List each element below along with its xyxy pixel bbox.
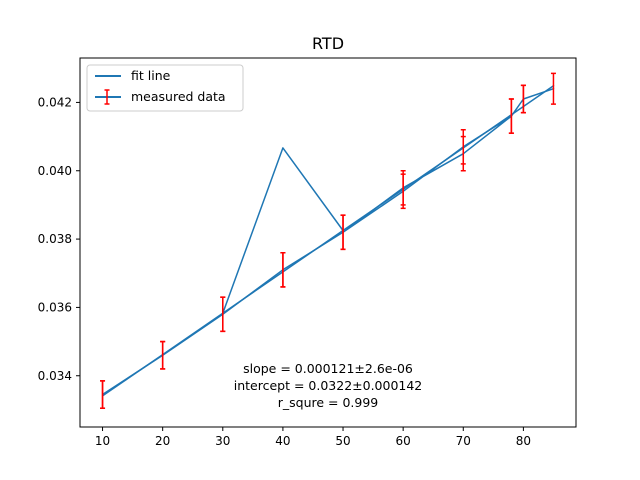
x-tick-label: 70 <box>456 434 471 448</box>
chart-title: RTD <box>312 34 344 53</box>
axes-frame <box>79 57 577 428</box>
x-tick-label: 50 <box>335 434 350 448</box>
stats-annotation: r_squre = 0.999 <box>278 395 379 410</box>
legend-label-measured-data: measured data <box>131 89 226 104</box>
legend-box <box>86 64 244 112</box>
x-tick-label: 40 <box>275 434 290 448</box>
plot-area <box>100 72 556 409</box>
y-tick-label: 0.038 <box>38 232 72 246</box>
y-tick-label: 0.034 <box>38 369 72 383</box>
x-tick-label: 30 <box>215 434 230 448</box>
legend-label-fit-line: fit line <box>131 68 171 83</box>
y-tick-label: 0.036 <box>38 300 72 314</box>
stats-annotation: intercept = 0.0322±0.000142 <box>234 378 423 393</box>
legend: fit line measured data <box>86 64 244 112</box>
x-tick-label: 10 <box>95 434 110 448</box>
x-tick-label: 20 <box>155 434 170 448</box>
x-tick-label: 80 <box>516 434 531 448</box>
stats-annotation: slope = 0.000121±2.6e-06 <box>243 361 413 376</box>
y-tick-label: 0.040 <box>38 164 72 178</box>
y-tick-label: 0.042 <box>38 95 72 109</box>
annotations: slope = 0.000121±2.6e-06 intercept = 0.03… <box>234 361 423 410</box>
axes: 10 20 30 40 50 60 70 80 0.034 0.036 0.038 0.040 0.04… <box>38 95 531 448</box>
x-tick-label: 60 <box>396 434 411 448</box>
